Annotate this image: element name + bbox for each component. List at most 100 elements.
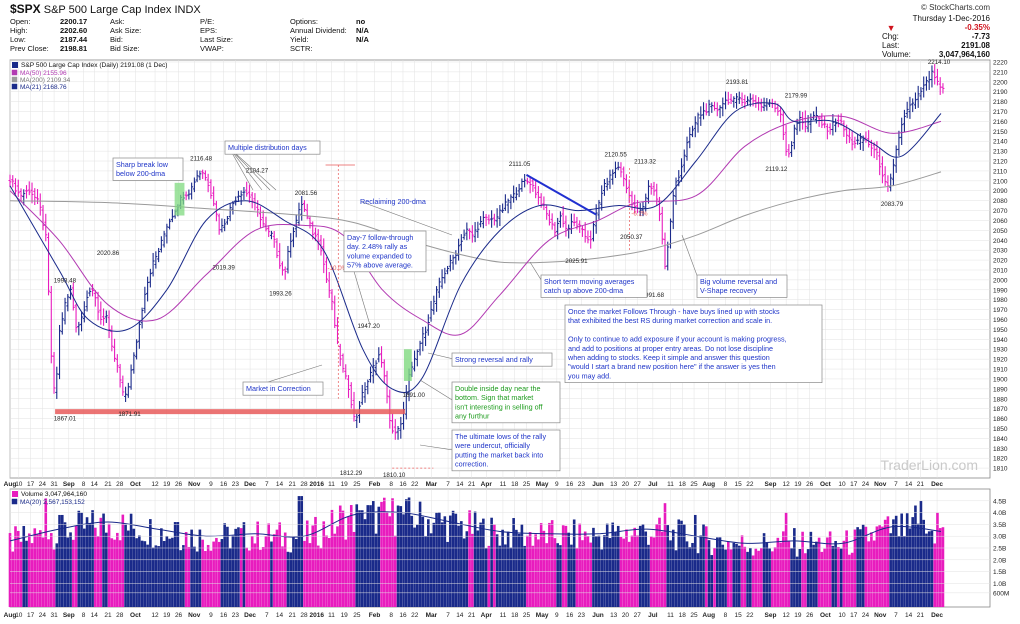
volume-x-tick-label: 25 bbox=[353, 612, 361, 619]
annotation-text: any furthur bbox=[455, 412, 490, 421]
volume-x-tick-label: 21 bbox=[917, 612, 925, 619]
volume-bar bbox=[369, 505, 372, 607]
volume-bar bbox=[589, 542, 592, 607]
ohlc-bar bbox=[517, 183, 521, 198]
x-tick-label: 23 bbox=[232, 481, 240, 488]
ohlc-bar bbox=[110, 325, 114, 352]
volume-bar bbox=[611, 522, 615, 607]
volume-bar bbox=[892, 519, 895, 607]
volume-bar bbox=[914, 505, 917, 607]
volume-bar bbox=[900, 513, 903, 607]
volume-bar bbox=[242, 522, 246, 607]
x-tick-label: 25 bbox=[523, 481, 531, 488]
price-legend: S&P 500 Large Cap Index (Daily) 2191.08 … bbox=[21, 62, 168, 69]
ohlc-bar bbox=[726, 91, 730, 105]
annotation-frame bbox=[224, 140, 321, 155]
volume-bar bbox=[534, 534, 537, 607]
volume-bar bbox=[581, 540, 584, 607]
ohlc-bar bbox=[481, 211, 485, 229]
volume-bar bbox=[801, 531, 804, 607]
volume-bar bbox=[528, 532, 532, 607]
volume-bar bbox=[790, 548, 793, 607]
ohlc-bar bbox=[396, 425, 400, 440]
volume-x-tick-label: 14 bbox=[276, 612, 284, 619]
volume-bar bbox=[638, 525, 642, 607]
volume-bar bbox=[74, 525, 78, 607]
volume-bar bbox=[746, 551, 749, 607]
quote-label: Bid: bbox=[110, 35, 123, 44]
volume-bar bbox=[69, 532, 72, 607]
ohlc-bar bbox=[159, 236, 163, 253]
annotation-text: Once the market Follows Through - have b… bbox=[568, 307, 780, 316]
volume-bar bbox=[652, 537, 656, 607]
x-tick-label: 26 bbox=[175, 481, 183, 488]
ohlc-bar bbox=[113, 338, 117, 362]
volume-bar bbox=[391, 498, 394, 607]
ohlc-bar bbox=[220, 218, 224, 233]
ohlc-bar bbox=[531, 178, 535, 192]
ohlc-bar bbox=[19, 188, 23, 202]
ohlc-bar bbox=[704, 103, 708, 116]
ma21-legend: MA(21) 2168.76 bbox=[20, 84, 67, 91]
ohlc-bar bbox=[737, 91, 741, 104]
volume-bar bbox=[575, 548, 579, 607]
y-tick-label: 2050 bbox=[993, 228, 1008, 235]
annotation-text: Double inside day near the bbox=[455, 384, 541, 393]
volume-bar bbox=[828, 531, 832, 607]
x-tick-label: 8 bbox=[724, 481, 728, 488]
ohlc-bar bbox=[556, 217, 560, 240]
ohlc-bar bbox=[126, 382, 130, 398]
ohlc-bar bbox=[853, 136, 857, 149]
volume-bar bbox=[88, 523, 92, 607]
x-tick-label: 28 bbox=[116, 481, 124, 488]
volume-bar bbox=[718, 537, 722, 607]
volume-bar bbox=[270, 541, 273, 607]
volume-bar bbox=[121, 514, 125, 607]
volume-bar bbox=[330, 509, 334, 607]
volume-bar bbox=[374, 533, 378, 607]
volume-bar bbox=[154, 545, 158, 607]
y-tick-label: 1910 bbox=[993, 367, 1008, 374]
ohlc-bar bbox=[740, 92, 744, 107]
volume-bar bbox=[77, 510, 81, 607]
volume-x-tick-label: 16 bbox=[399, 612, 407, 619]
ohlc-bar bbox=[437, 277, 441, 298]
volume-bar bbox=[162, 541, 166, 607]
ohlc-bar bbox=[801, 111, 805, 130]
ohlc-bar bbox=[927, 70, 931, 90]
x-tick-label: 18 bbox=[679, 481, 687, 488]
volume-bar bbox=[338, 505, 342, 607]
volume-bar bbox=[443, 516, 447, 607]
annotation-text: Strong reversal and rally bbox=[455, 355, 533, 364]
volume-bar bbox=[916, 523, 920, 607]
ohlc-bar bbox=[22, 189, 26, 206]
volume-bar bbox=[600, 549, 604, 607]
quote-value: 2202.60 bbox=[60, 26, 88, 35]
volume-x-tick-label: Aug bbox=[702, 612, 715, 619]
ma50-line bbox=[9, 115, 942, 336]
ohlc-bar bbox=[245, 181, 249, 197]
volume-bar bbox=[388, 516, 392, 607]
volume-bar bbox=[699, 535, 703, 607]
volume-bar bbox=[804, 553, 807, 607]
volume-x-tick-label: 18 bbox=[511, 612, 519, 619]
volume-bar bbox=[380, 501, 383, 607]
ohlc-bar bbox=[132, 352, 136, 374]
ohlc-bar bbox=[258, 206, 262, 229]
volume-bar bbox=[371, 500, 375, 607]
ohlc-bar bbox=[157, 247, 161, 263]
volume-x-tick-label: 10 bbox=[15, 612, 23, 619]
volume-bar bbox=[193, 546, 196, 607]
ohlc-bar bbox=[759, 98, 763, 112]
x-tick-label: 26 bbox=[806, 481, 814, 488]
x-tick-label: 19 bbox=[341, 481, 349, 488]
ohlc-bar bbox=[550, 213, 554, 230]
quote-value: N/A bbox=[356, 26, 369, 35]
annotation-text: that exhibited the best RS during market… bbox=[568, 316, 772, 325]
volume-x-tick-label: 11 bbox=[500, 612, 507, 619]
volume-bar bbox=[275, 529, 279, 607]
ohlc-bar bbox=[624, 174, 628, 194]
x-tick-label: 19 bbox=[163, 481, 171, 488]
ohlc-bar bbox=[880, 156, 884, 184]
